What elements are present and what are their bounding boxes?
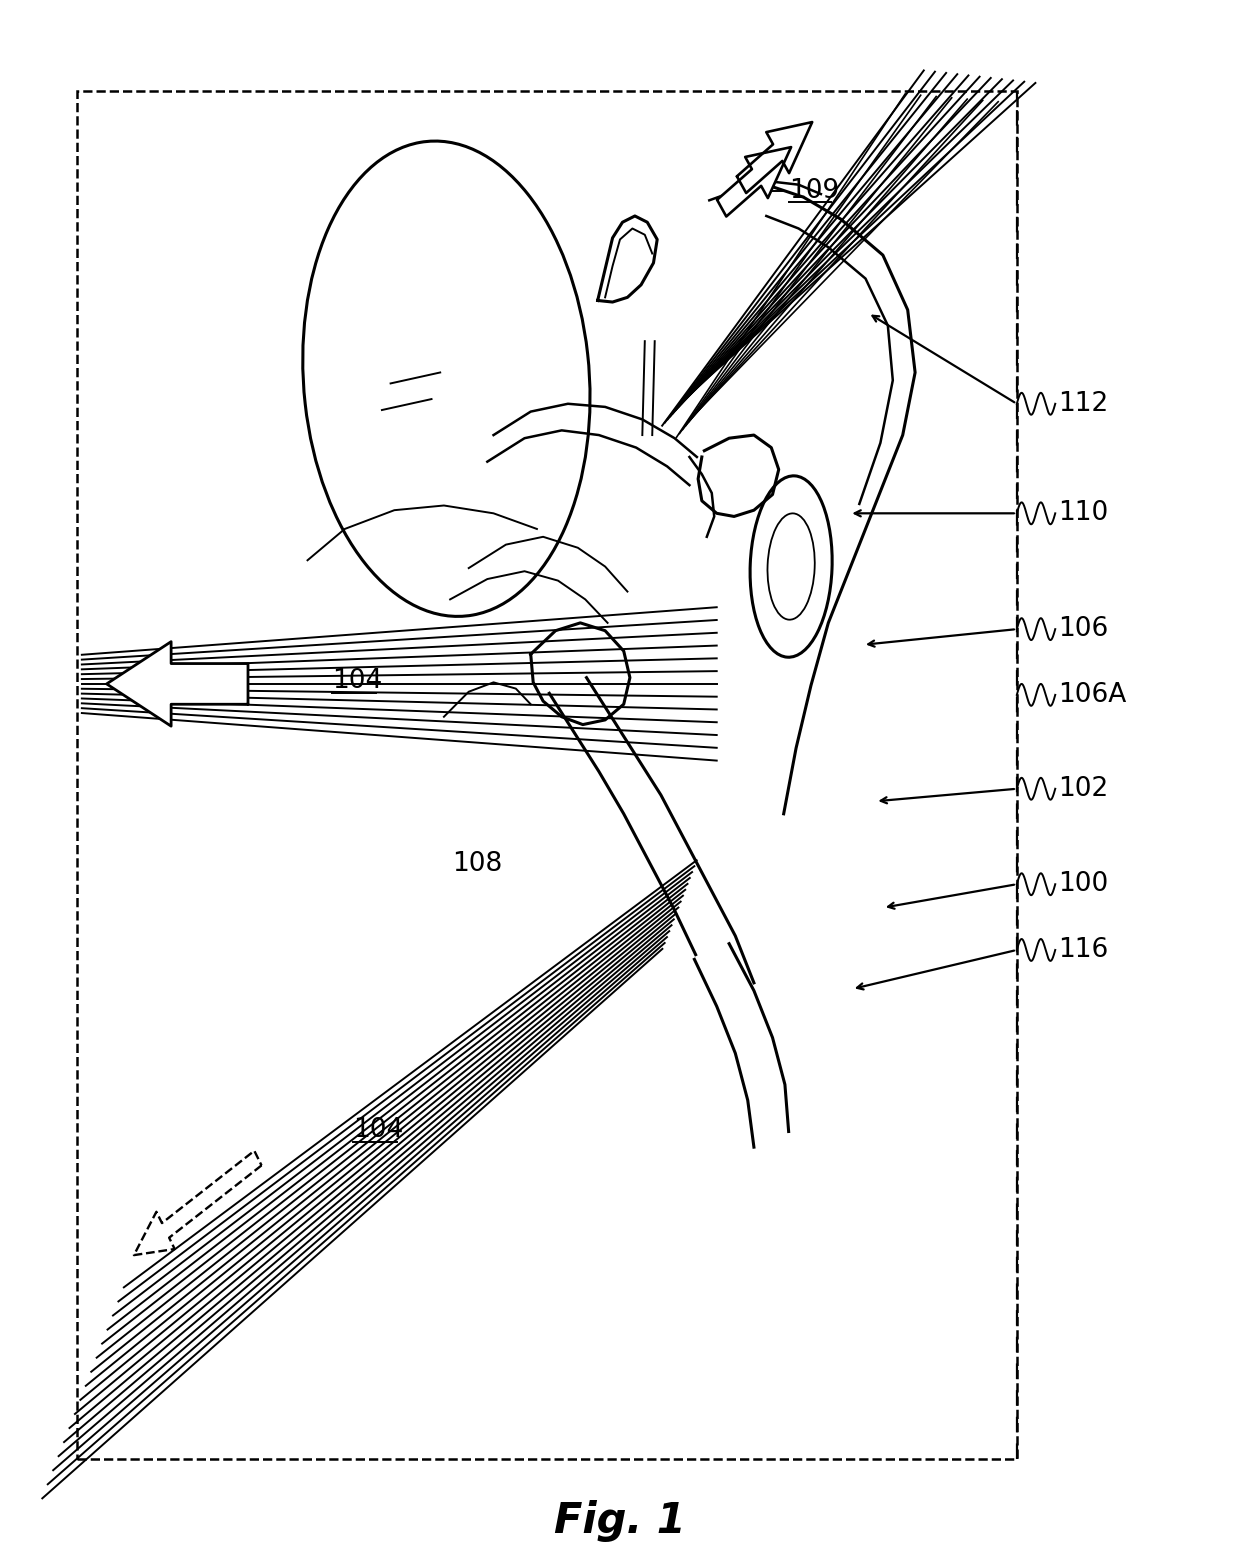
Text: 100: 100 [1058, 872, 1109, 897]
Text: 108: 108 [453, 851, 503, 876]
Text: Fig. 1: Fig. 1 [554, 1501, 686, 1542]
Bar [77, 91, 1017, 1459]
Text: 106: 106 [1058, 617, 1109, 642]
Text: 116: 116 [1058, 937, 1109, 962]
Polygon shape [737, 122, 812, 192]
Polygon shape [134, 1150, 262, 1255]
Text: 104: 104 [353, 1117, 404, 1142]
Polygon shape [717, 147, 791, 216]
Text: 104: 104 [332, 668, 383, 693]
Text: 109: 109 [789, 178, 839, 203]
Text: 102: 102 [1058, 776, 1109, 801]
Text: 106A: 106A [1058, 682, 1126, 707]
Text: 112: 112 [1058, 391, 1109, 416]
Text: 110: 110 [1058, 501, 1109, 526]
Polygon shape [107, 642, 248, 726]
